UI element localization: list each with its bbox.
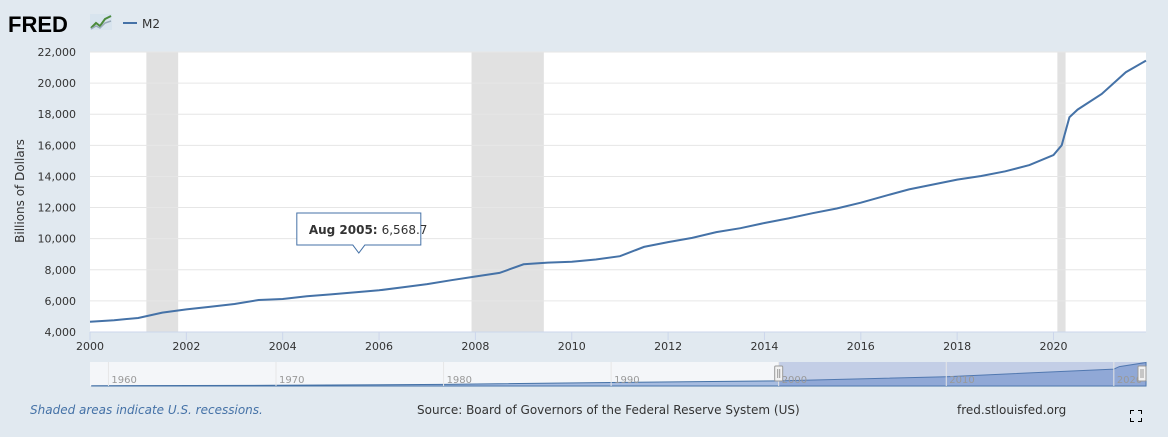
navigator-selection[interactable] (778, 362, 1146, 386)
y-axis-label: Billions of Dollars (13, 139, 27, 243)
legend-label[interactable]: M2 (142, 17, 160, 31)
navigator-tick-label: 2010 (949, 375, 974, 386)
navigator-handle-grip[interactable] (1137, 365, 1147, 382)
navigator-tick-label: 2000 (782, 375, 807, 386)
plot-area (90, 52, 1146, 332)
navigator-tick-label: 1970 (279, 375, 304, 386)
x-tick-label: 2018 (943, 340, 971, 353)
navigator-tick-label: 2020 (1117, 375, 1142, 386)
site-link[interactable]: fred.stlouisfed.org (957, 403, 1067, 417)
x-tick-label: 2004 (269, 340, 297, 353)
y-axis: 4,000 6,000 8,000 10,000 12,000 14,000 16,000 1… (38, 46, 77, 339)
x-tick-label: 2006 (365, 340, 393, 353)
navigator-tick-label: 1980 (447, 375, 472, 386)
recession-note: Shaded areas indicate U.S. recessions. (30, 403, 263, 417)
navigator-handle-right[interactable] (1137, 365, 1147, 382)
x-tick-label: 2016 (847, 340, 875, 353)
navigator-handle-grip[interactable] (774, 365, 784, 382)
y-tick-label: 6,000 (45, 295, 77, 308)
y-tick-label: 4,000 (45, 326, 77, 339)
navigator[interactable]: 1960 1970 1980 1990 2000 2010 2020 (90, 361, 1147, 387)
navigator-tick-label: 1960 (111, 375, 136, 386)
y-tick-label: 16,000 (38, 139, 77, 152)
recession-band-2 (1057, 52, 1066, 332)
fred-graph-icon (90, 14, 112, 30)
series-line-m2[interactable] (89, 59, 1147, 323)
gridlines (90, 51, 1146, 333)
navigator-ticks: 1960 1970 1980 1990 2000 2010 2020 (107, 362, 1142, 386)
recession-band-1 (471, 52, 544, 332)
fullscreen-icon[interactable] (1130, 410, 1142, 422)
y-tick-label: 18,000 (38, 108, 77, 121)
x-tick-label: 2000 (76, 340, 104, 353)
tooltip-date: Aug 2005: (309, 223, 378, 237)
recession-bands (146, 52, 1066, 332)
y-tick-label: 10,000 (38, 233, 77, 246)
y-tick-label: 22,000 (38, 46, 77, 59)
navigator-handle-left[interactable] (774, 365, 784, 382)
x-tick-label: 2012 (654, 340, 682, 353)
x-tick-label: 2010 (558, 340, 586, 353)
tooltip: Aug 2005: 6,568.7 (296, 212, 428, 254)
x-tick-label: 2008 (461, 340, 489, 353)
x-tick-label: 2002 (172, 340, 200, 353)
svg-text:Aug 2005:6,568.7: Aug 2005: 6,568.7 (309, 223, 428, 237)
y-tick-label: 14,000 (38, 170, 77, 183)
fred-logo[interactable]: FRED (8, 12, 68, 37)
y-tick-label: 20,000 (38, 77, 77, 90)
x-tick-label: 2014 (750, 340, 778, 353)
y-tick-label: 12,000 (38, 202, 77, 215)
recession-band-0 (146, 52, 179, 332)
tooltip-value: 6,568.7 (382, 223, 428, 237)
y-tick-label: 8,000 (45, 264, 77, 277)
x-tick-label: 2020 (1040, 340, 1068, 353)
navigator-tick-label: 1990 (614, 375, 639, 386)
source-text: Source: Board of Governors of the Federa… (417, 403, 800, 417)
x-axis: 2000 2002 2004 2006 2008 2010 2012 2014 2016 2018… (76, 331, 1146, 353)
